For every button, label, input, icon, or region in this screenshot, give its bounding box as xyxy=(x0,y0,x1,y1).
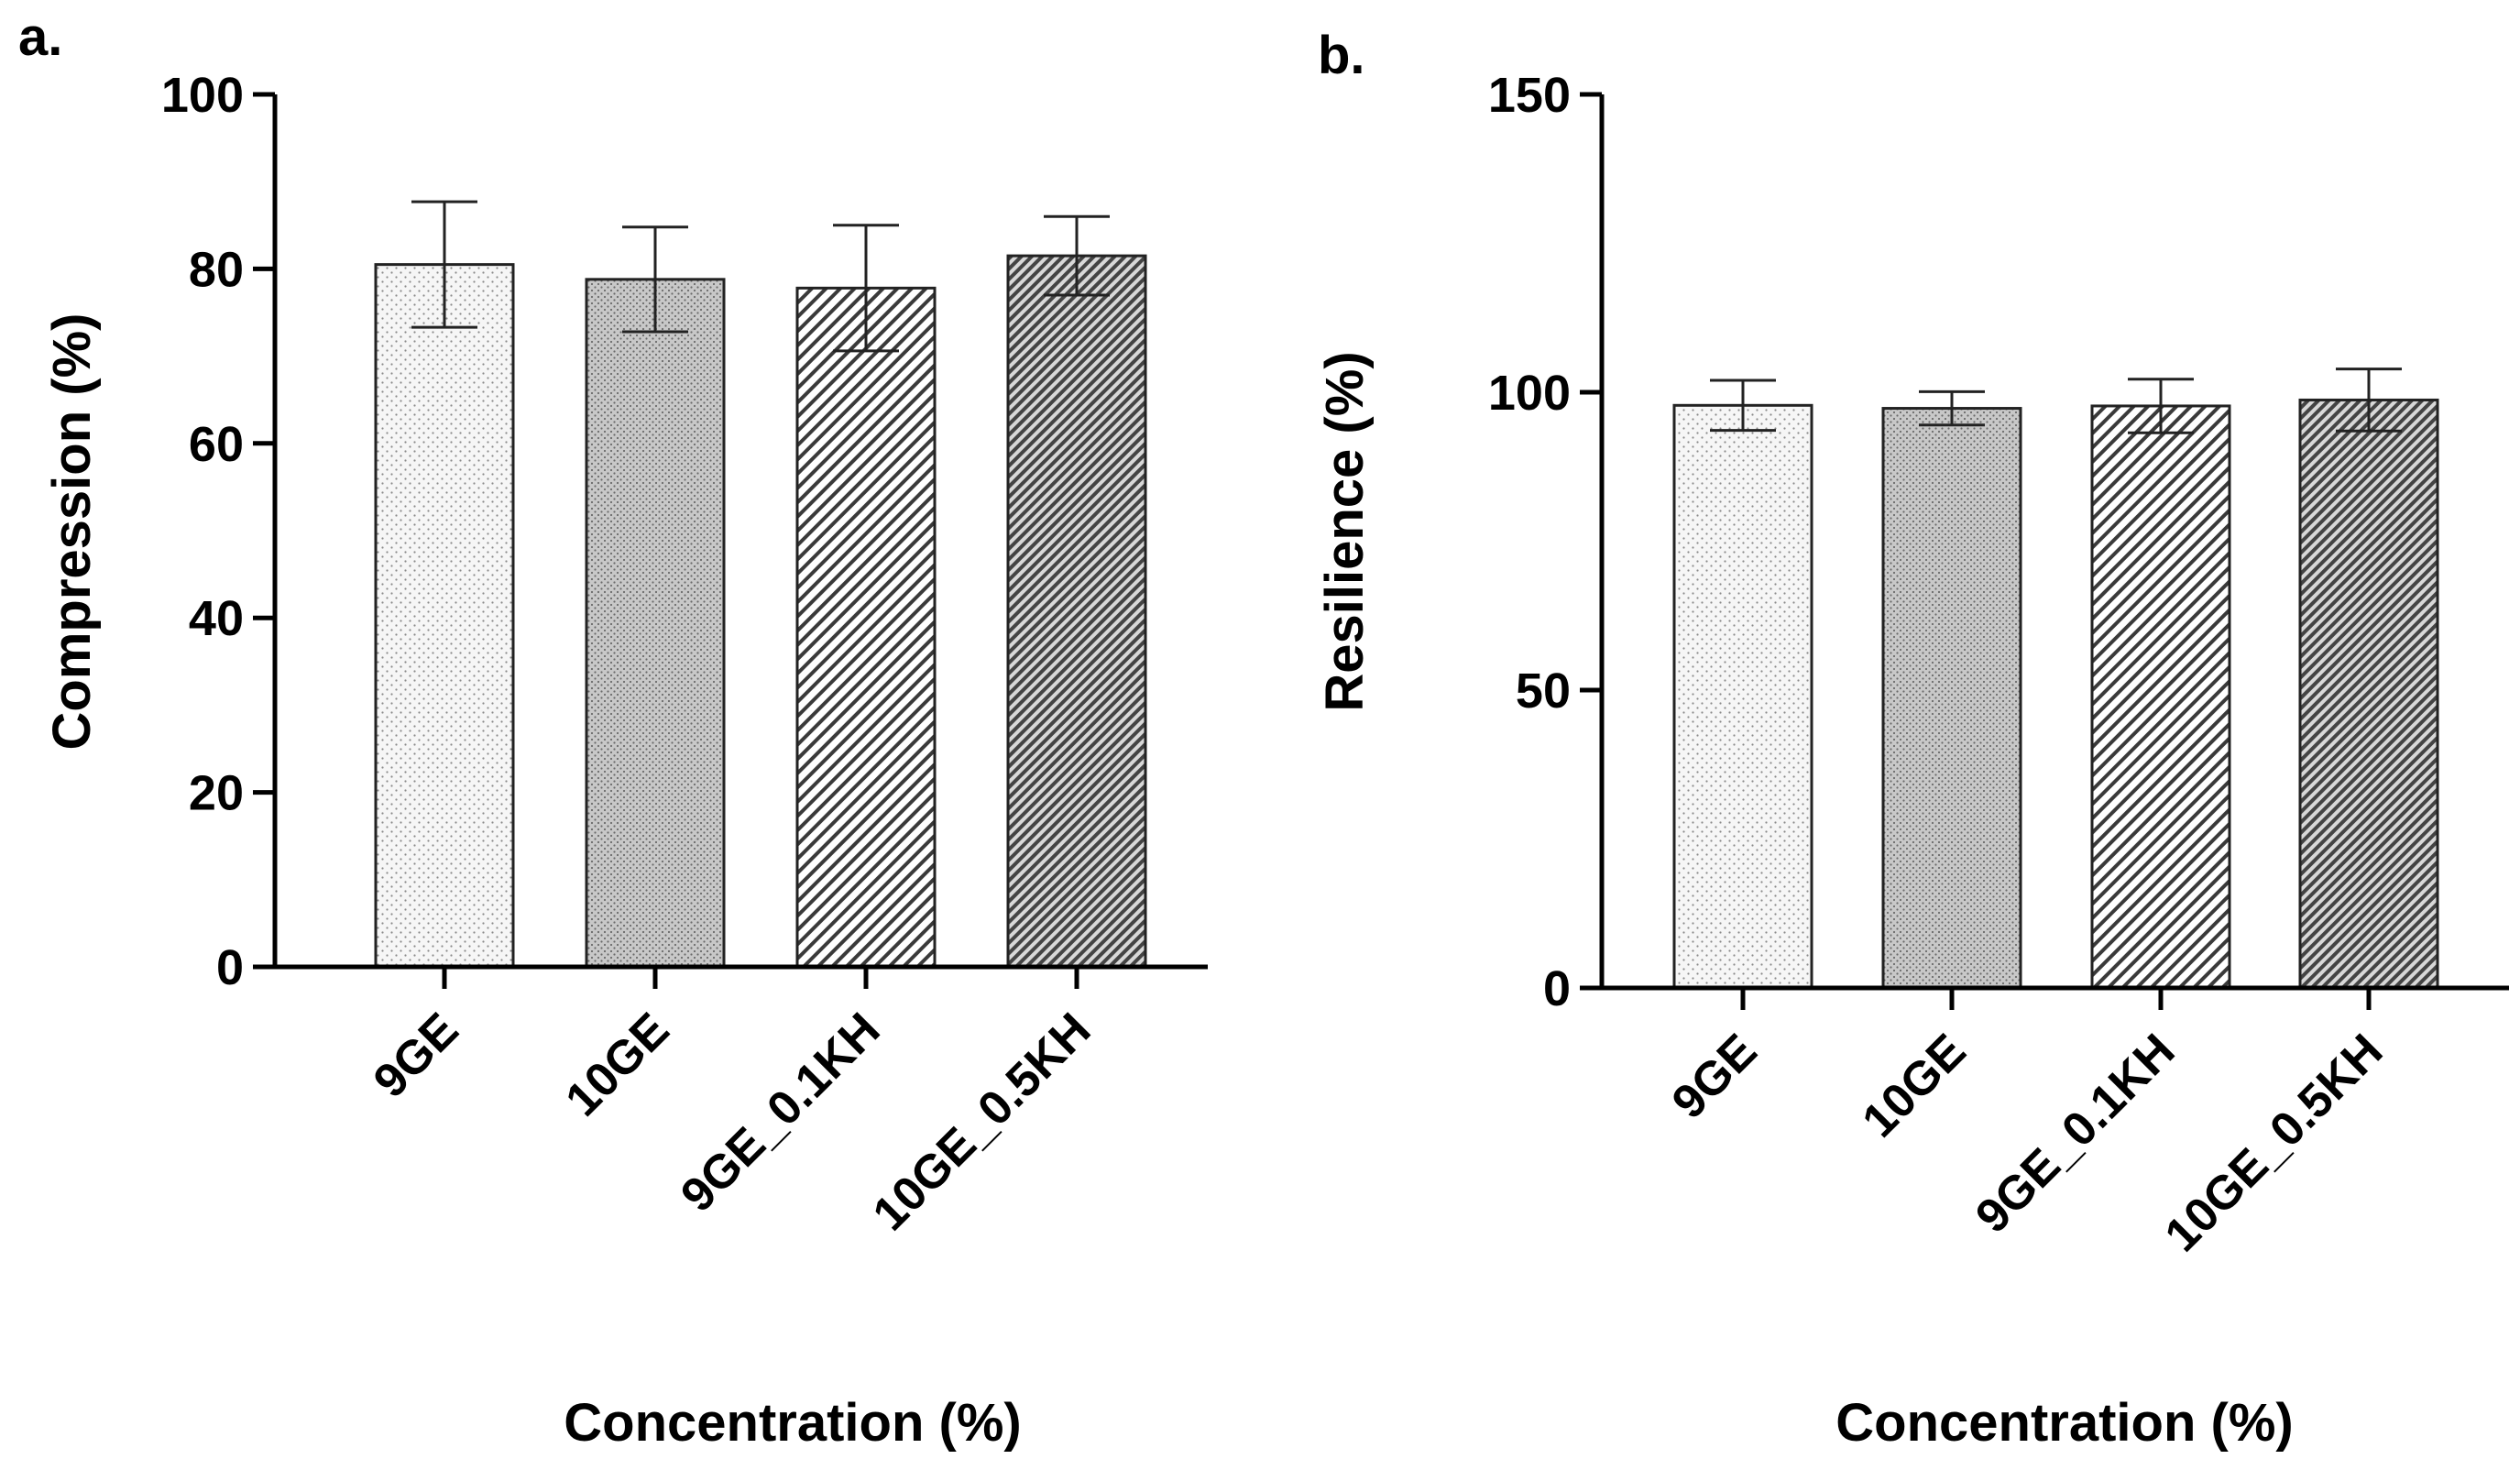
y-axis-title: Resilience (%) xyxy=(1315,351,1375,711)
y-tick-label: 100 xyxy=(161,68,244,123)
y-tick-label: 0 xyxy=(216,940,244,995)
panel-label: a. xyxy=(18,7,62,67)
bar-9GE_0.1KH xyxy=(2090,404,2231,990)
x-category-label: 10GE_0.5KH xyxy=(2155,1024,2394,1262)
bar-10GE_0.5KH xyxy=(2298,398,2439,990)
axes xyxy=(1599,94,2509,991)
y-tick-label: 50 xyxy=(1516,664,1571,719)
y-tick-label: 60 xyxy=(189,417,244,472)
bar-9GE_0.1KH xyxy=(795,286,937,969)
x-axis-title: Concentration (%) xyxy=(564,1393,1021,1453)
x-category-label: 9GE_0.1KH xyxy=(671,1003,890,1222)
panel-label: b. xyxy=(1318,26,1365,85)
error-bars xyxy=(1710,368,2402,434)
chart-panel-a: a. 0 20 40 60 80 100 9GE 10GE9GE_0.1KH10GE_0.5… xyxy=(18,7,1208,1453)
y-tick-label: 80 xyxy=(189,242,244,297)
error-bars xyxy=(411,200,1110,353)
bar-9GE xyxy=(374,263,515,969)
x-category-label: 10GE xyxy=(555,1003,679,1126)
bars xyxy=(374,254,1147,969)
y-axis-ticks: 0 20 40 60 80 100 xyxy=(161,68,1079,995)
bar-10GE xyxy=(1881,407,2022,990)
y-tick-label: 40 xyxy=(189,591,244,646)
y-axis-ticks: 0 50 100 150 xyxy=(1488,68,2372,1016)
bar-9GE xyxy=(1672,403,1813,990)
y-tick-label: 0 xyxy=(1543,961,1571,1016)
bar-10GE_0.5KH xyxy=(1006,254,1147,969)
x-category-label: 10GE xyxy=(1852,1024,1976,1147)
x-axis-title: Concentration (%) xyxy=(1835,1393,2293,1453)
y-axis-title: Compression (%) xyxy=(42,313,102,751)
y-tick-label: 100 xyxy=(1488,366,1571,421)
x-category-label: 9GE xyxy=(1662,1024,1768,1129)
x-category-label: 9GE_0.1KH xyxy=(1966,1024,2185,1243)
y-tick-label: 20 xyxy=(189,766,244,821)
y-tick-label: 150 xyxy=(1488,68,1571,123)
axes xyxy=(272,94,1208,970)
bar-10GE xyxy=(585,278,726,969)
bars xyxy=(1672,398,2439,990)
x-category-label: 10GE_0.5KH xyxy=(863,1003,1101,1241)
x-category-label: 9GE xyxy=(364,1003,469,1108)
